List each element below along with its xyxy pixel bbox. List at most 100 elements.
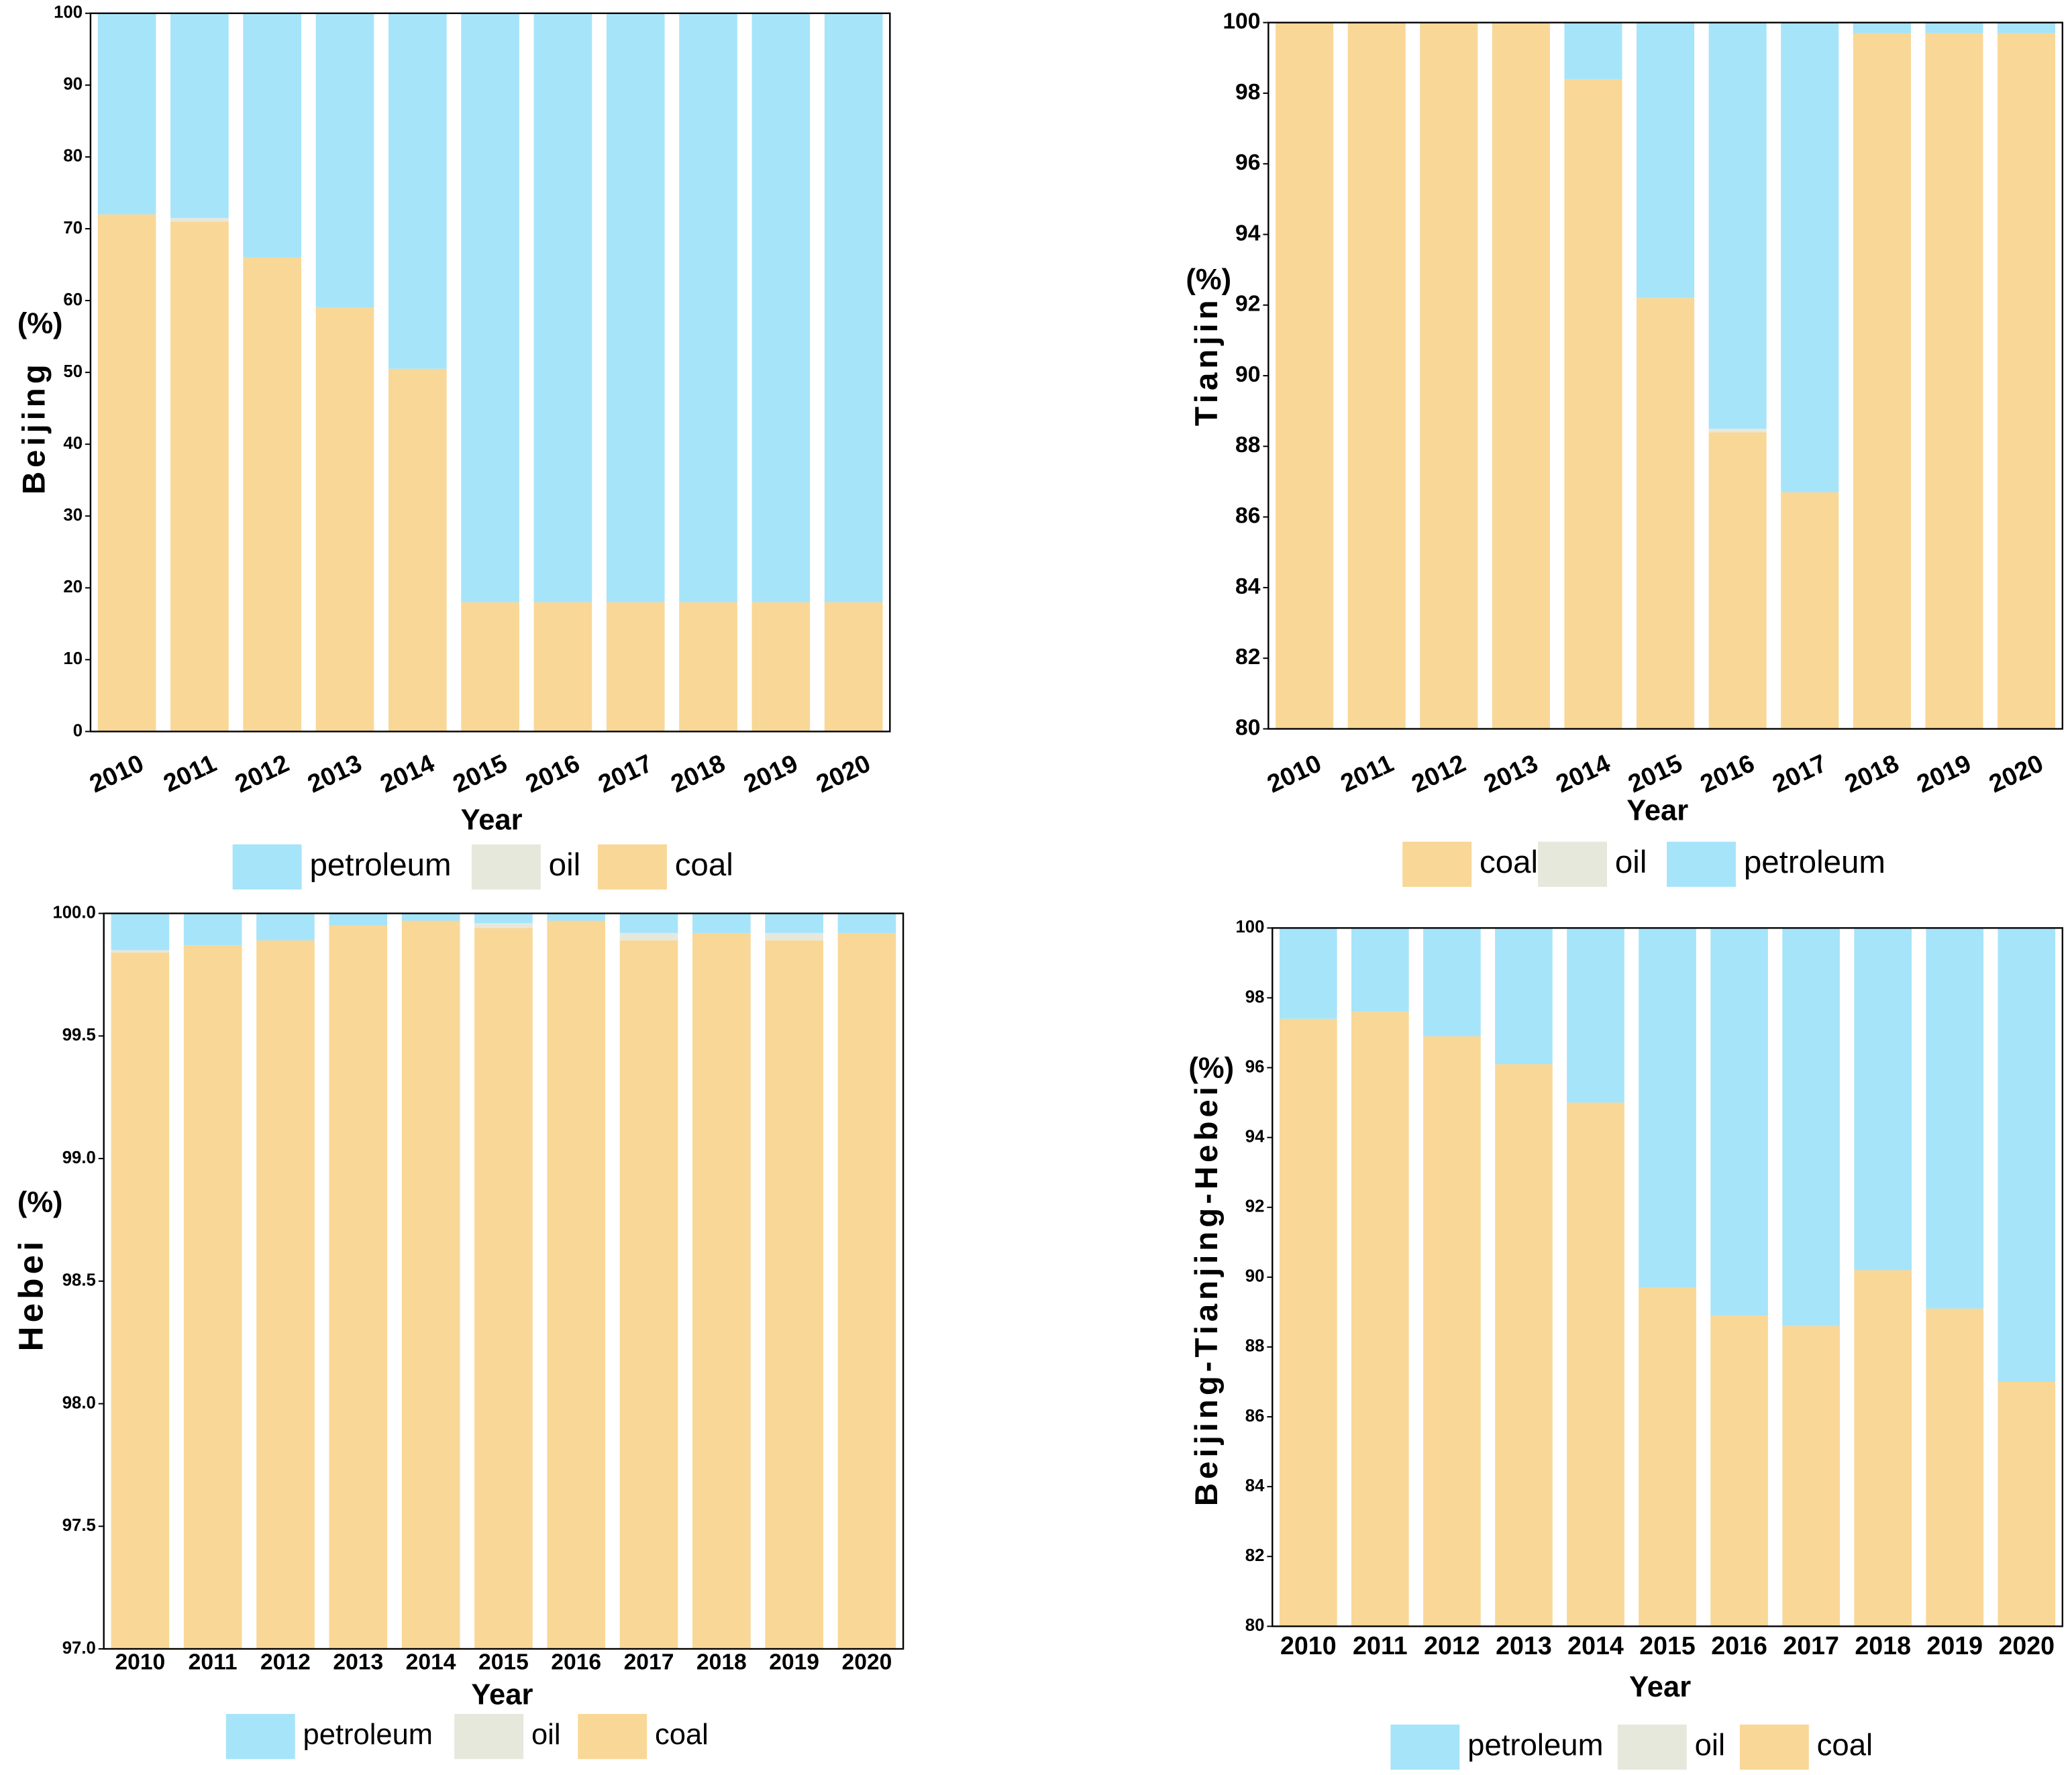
x-tick-label: 2016 [1711,1631,1767,1660]
plot-frame [89,12,891,733]
y-tick-label: 84 [1235,574,1261,599]
bar-segment [388,368,447,732]
y-tick-label: 86 [1245,1407,1265,1426]
y-tick-label: 82 [1245,1546,1265,1565]
bar-segment [1351,928,1409,1012]
bar-segment [765,932,823,940]
y-tick-label: 86 [1235,504,1260,529]
y-tick-label: 99.0 [62,1148,96,1167]
y-axis-unit: (%) [17,307,63,339]
bar-segment [1997,22,2056,34]
bar-segment [619,913,678,933]
y-tick-label: 80 [63,147,83,166]
legend-swatch [225,1713,295,1760]
bar-segment [256,913,315,940]
x-tick-label: 2018 [666,749,729,798]
bar-segment [256,940,315,1649]
y-axis-title: Beijing-Tianjing-Hebei [1189,1083,1225,1506]
bar-segment [1351,1012,1409,1627]
x-tick-label: 2017 [1768,749,1831,798]
bar-segment [1782,1326,1840,1627]
x-tick-label: 2018 [1855,1631,1911,1660]
bar-segment [1279,1018,1337,1627]
bar-segment [1708,429,1767,433]
bar-segment [1423,928,1481,1036]
bar-segment [1708,432,1767,729]
bar-segment [824,602,883,732]
bar-segment [619,932,678,940]
x-tick-label: 2012 [230,749,293,798]
bar-segment [111,913,170,951]
plot-frame [1267,21,2063,730]
x-tick-label: 2013 [1496,1631,1552,1660]
bar-segment [1925,33,1983,729]
x-tick-label: 2014 [376,749,439,798]
x-tick-label: 2020 [1985,749,2048,798]
y-tick-label: 0 [73,721,83,740]
legend-swatch [471,844,541,890]
bar-segment [170,221,229,732]
x-axis-title: Year [1626,795,1688,827]
y-tick-label: 98.0 [62,1393,96,1412]
bar-segment [1708,22,1767,429]
bar-segment [388,13,447,369]
legend-swatch [1667,841,1736,888]
legend-swatch [597,844,667,890]
plot-frame [103,912,904,1650]
x-tick-label: 2019 [1926,1631,1983,1660]
bar-segment [1710,1315,1768,1627]
y-tick-label: 100.0 [52,903,95,922]
y-tick-label: 92 [1245,1197,1265,1216]
y-tick-label: 84 [1245,1476,1265,1495]
x-tick-label: 2016 [521,749,584,798]
bar-segment [1639,928,1696,1288]
x-tick-label: 2012 [1407,749,1470,798]
x-axis-title: Year [461,804,523,837]
bar-segment [1637,298,1695,729]
y-tick-label: 96 [1245,1057,1265,1076]
x-tick-label: 2014 [1551,749,1614,798]
x-tick-label: 2019 [769,1650,819,1675]
legend-swatch [232,844,302,890]
bar-segment [401,913,460,921]
y-tick-label: 100 [1223,9,1260,34]
bar-segment [315,13,374,308]
bar-segment [1997,33,2056,729]
y-tick-label: 40 [63,434,83,453]
bar-segment [1926,928,1984,1309]
x-tick-label: 2018 [1841,749,1904,798]
y-axis-title: Hebei [11,1238,50,1352]
legend-swatch [578,1713,648,1760]
x-tick-label: 2013 [303,749,366,798]
bar-segment [1710,928,1768,1316]
legend-swatch [1538,841,1607,888]
bar-segment [1854,1270,1912,1627]
legend-label: coal [675,847,733,883]
bar-segment [824,13,883,602]
x-tick-label: 2019 [1912,749,1975,798]
x-tick-label: 2014 [406,1650,456,1675]
x-tick-label: 2011 [1353,1631,1408,1660]
y-tick-label: 99.5 [62,1026,96,1044]
x-tick-label: 2010 [115,1650,165,1675]
x-tick-label: 2018 [696,1650,747,1675]
y-tick-label: 98.5 [62,1271,96,1290]
y-tick-label: 10 [63,649,83,668]
x-tick-label: 2020 [842,1650,892,1675]
bar-segment [111,950,170,953]
y-tick-label: 90 [63,75,83,94]
bar-segment [474,913,533,924]
legend-label: petroleum [1467,1727,1603,1762]
legend-swatch [1739,1724,1809,1770]
y-tick-label: 20 [63,578,83,596]
bar-segment [315,307,374,732]
y-tick-label: 70 [63,219,83,237]
bar-segment [547,920,606,1649]
x-tick-label: 2015 [1639,1631,1696,1660]
y-axis-title: Beijing [16,360,52,494]
y-axis-unit: (%) [17,1187,63,1219]
plot-frame [1272,927,2063,1627]
legend-label: petroleum [303,1719,433,1751]
legend-label: oil [531,1719,561,1751]
